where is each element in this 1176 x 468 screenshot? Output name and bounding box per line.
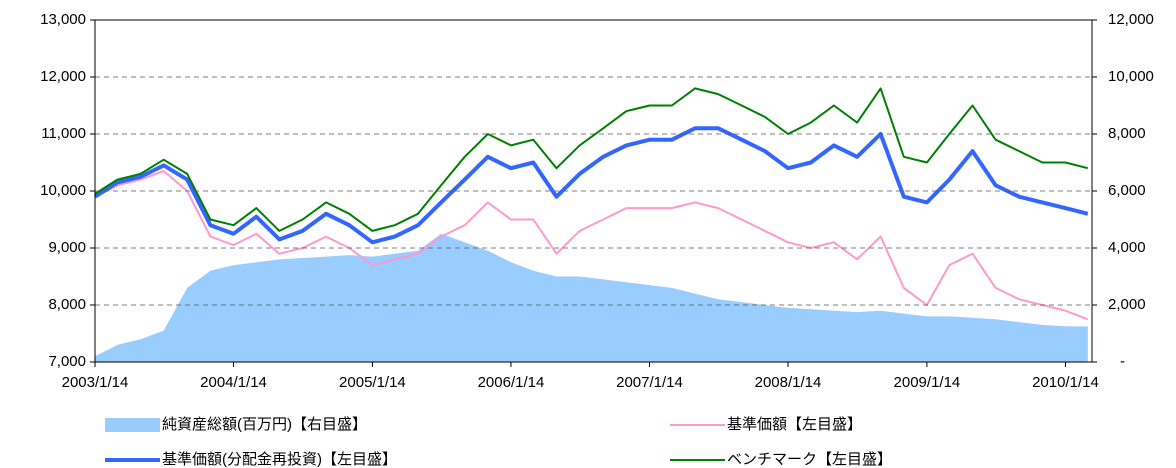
legend-label: 純資産総額(百万円)【右目盛】 [162, 416, 367, 433]
x-tick-label: 2005/1/14 [339, 374, 406, 391]
y-tick-label: 7,000 [48, 353, 86, 370]
x-tick-label: 2006/1/14 [478, 374, 545, 391]
y-tick-label: 12,000 [40, 68, 86, 85]
legend-label: 基準価額【左目盛】 [727, 416, 862, 433]
line [94, 170, 1089, 321]
plot-frame [94, 19, 1093, 363]
x-tick-label: 2007/1/14 [616, 374, 683, 391]
y2-tick-label: 8,000 [1108, 125, 1146, 142]
x-tick-label: 2009/1/14 [894, 374, 961, 391]
x-tick-label: 2003/1/14 [62, 374, 129, 391]
y2-tick-label: 4,000 [1108, 239, 1146, 256]
y-tick-label: 10,000 [40, 182, 86, 199]
y2-tick-label: - [1120, 353, 1125, 370]
legend-label: ベンチマーク【左目盛】 [727, 451, 892, 468]
x-tick-label: 2008/1/14 [755, 374, 822, 391]
y2-tick-label: 10,000 [1108, 68, 1154, 85]
y-tick-label: 8,000 [48, 296, 86, 313]
line [93, 126, 1089, 245]
x-tick-label: 2004/1/14 [200, 374, 267, 391]
y-tick-label: 11,000 [41, 125, 86, 142]
y-tick-label: 13,000 [40, 11, 86, 28]
legend-label: 基準価額(分配金再投資)【左目盛】 [162, 451, 397, 468]
y2-tick-label: 12,000 [1108, 11, 1154, 28]
y2-tick-label: 2,000 [1108, 296, 1146, 313]
line [94, 87, 1089, 232]
x-tick-label: 2010/1/14 [1032, 374, 1099, 391]
y2-tick-label: 6,000 [1108, 182, 1146, 199]
legend-swatch [105, 418, 160, 432]
area [95, 233, 1088, 362]
y-tick-label: 9,000 [48, 239, 86, 256]
